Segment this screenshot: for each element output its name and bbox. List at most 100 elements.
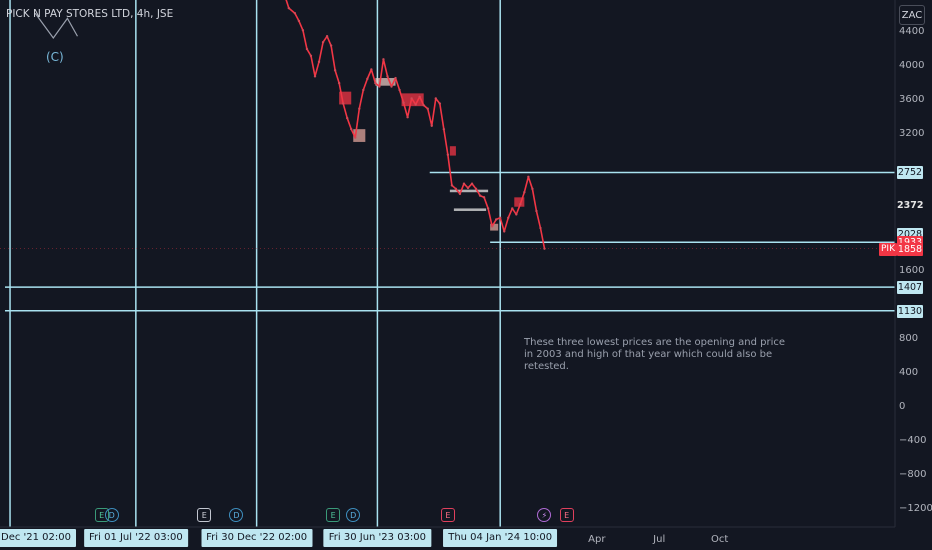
price-point [414,103,417,106]
dividend-marker[interactable]: D [229,508,244,522]
zone-marker[interactable] [449,189,489,193]
price-point [478,194,482,197]
price-point [422,104,425,107]
price-point [321,41,325,44]
price-point [305,47,309,51]
price-point [454,187,458,191]
time-highlight-label[interactable]: Fri 01 Jul '22 03:00 [83,529,188,547]
price-tick-label: 800 [899,332,919,344]
price-point [287,6,291,10]
currency-button[interactable]: ZAC [899,5,925,25]
price-point [418,95,421,98]
price-point [378,85,381,88]
price-point [341,102,345,105]
price-tick-label: 3600 [899,94,925,106]
price-tick-label: 4400 [899,26,925,37]
price-level-label[interactable]: 2752 [897,166,923,180]
price-point [539,226,542,230]
dividend-marker[interactable]: D [346,508,361,522]
price-point [313,75,317,78]
price-point [366,77,369,81]
price-tick-label: 4000 [899,60,925,72]
symbol-badge: PIK [879,242,897,256]
zone-markers [339,78,525,231]
price-point [325,35,329,38]
wave-path[interactable] [34,12,78,39]
price-point [333,69,337,72]
zone-marker[interactable] [375,78,396,86]
price-line[interactable] [283,0,546,249]
price-series [0,0,895,250]
zone-marker[interactable] [514,197,525,207]
price-point [458,192,462,196]
earnings-marker[interactable]: E [559,508,574,522]
time-tick-label: Jul [653,534,666,545]
dividend-marker[interactable]: D [104,508,119,522]
price-point [362,88,365,92]
price-point [446,153,450,156]
price-point [482,196,486,199]
elliott-wave-label[interactable]: (C) [46,50,64,64]
price-point [462,182,466,185]
price-tick-label: 3200 [899,128,925,140]
price-level-label[interactable]: 1130 [897,304,923,318]
price-point [354,136,357,139]
earnings-marker[interactable]: E [197,508,212,522]
price-point [386,75,389,78]
price-tick-label: 400 [899,366,919,378]
price-tick-label: −1200 [899,503,932,515]
price-point [398,88,401,92]
price-tick-label: 0 [899,401,906,412]
time-tick-label: Apr [588,534,606,545]
price-point [531,187,534,191]
horizontal-levels [5,171,895,312]
price-level-label[interactable]: 1407 [897,281,923,295]
price-point [426,107,429,110]
price-point [329,44,333,47]
chart-title: PICK N PAY STORES LTD, 4h, JSE [6,8,174,20]
zone-marker[interactable] [453,208,487,211]
price-level-label[interactable]: 2372 [897,198,924,212]
price-point [474,187,478,191]
price-point [402,101,405,104]
price-point [490,225,494,228]
price-point [430,124,433,127]
price-point [486,207,490,210]
time-highlight-label[interactable]: Dec '21 02:00 [0,529,76,547]
price-point [297,19,301,23]
time-highlight-label[interactable]: Thu 04 Jan '24 10:00 [443,529,558,547]
price-point [442,127,446,131]
price-point [511,207,514,210]
split-marker[interactable]: ⚡ [537,508,552,522]
price-point [450,184,454,187]
zone-marker[interactable] [490,223,499,231]
price-tick-label: −400 [899,435,927,447]
zone-marker[interactable] [449,146,456,156]
time-highlight-label[interactable]: Fri 30 Dec '22 02:00 [201,529,313,547]
price-point [470,182,474,185]
earnings-marker[interactable]: E [440,508,455,522]
price-point [350,127,353,131]
price-point [382,58,385,61]
price-point [394,76,397,80]
price-point [317,60,321,64]
text-annotation[interactable]: These three lowest prices are the openin… [524,337,786,372]
price-point [358,107,361,110]
time-tick-label: Oct [710,534,729,545]
price-point [434,97,437,100]
price-point [527,175,530,179]
price-point [519,202,522,206]
price-level-label[interactable]: 1858 [897,242,923,256]
price-point [503,230,506,233]
price-point [523,191,526,194]
price-point [515,213,518,216]
price-point [370,68,373,71]
price-tick-label: 1600 [899,264,925,276]
price-point [494,218,498,221]
price-point [390,85,393,88]
time-highlight-label[interactable]: Fri 30 Jun '23 03:00 [323,529,432,547]
earnings-marker[interactable]: E [326,508,341,522]
price-point [309,54,313,58]
